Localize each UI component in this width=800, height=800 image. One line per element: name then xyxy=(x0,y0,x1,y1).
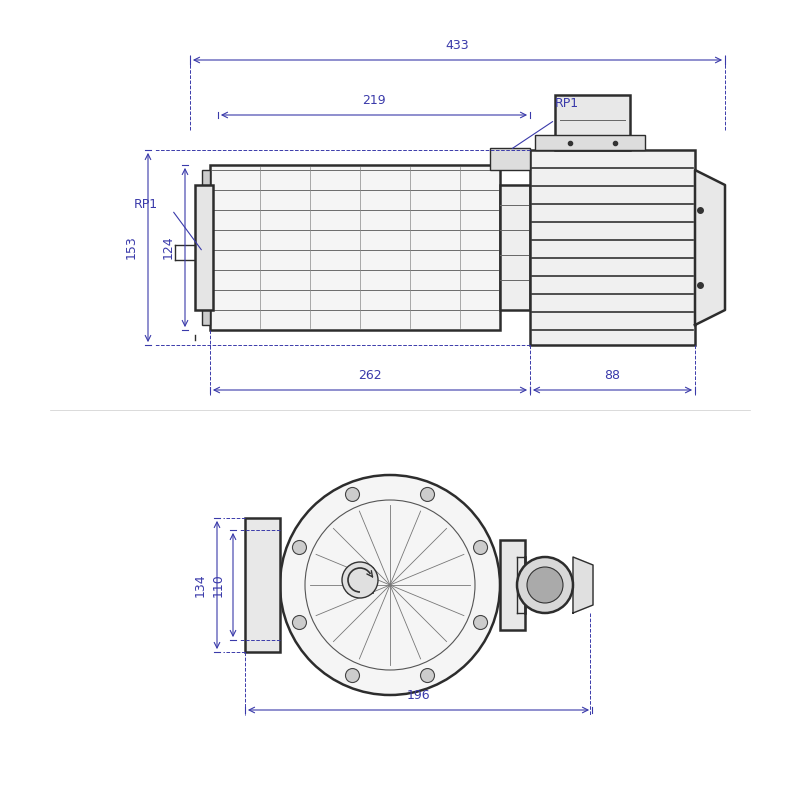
Bar xyxy=(245,518,280,652)
Circle shape xyxy=(517,557,573,613)
Circle shape xyxy=(474,615,487,630)
Circle shape xyxy=(293,615,306,630)
Bar xyxy=(202,307,210,325)
Circle shape xyxy=(474,541,487,554)
Circle shape xyxy=(293,541,306,554)
Circle shape xyxy=(280,475,500,695)
Circle shape xyxy=(421,487,434,502)
Bar xyxy=(490,148,530,170)
Text: 124: 124 xyxy=(162,236,175,259)
Circle shape xyxy=(346,487,359,502)
Text: 219: 219 xyxy=(362,94,386,107)
Text: 433: 433 xyxy=(446,39,470,52)
Bar xyxy=(530,150,695,345)
Text: RP1: RP1 xyxy=(555,97,579,110)
Bar xyxy=(202,170,210,188)
Bar xyxy=(555,95,630,150)
Bar xyxy=(348,568,373,593)
Text: 88: 88 xyxy=(605,369,621,382)
Text: 153: 153 xyxy=(125,236,138,259)
Text: 262: 262 xyxy=(358,369,382,382)
Text: 196: 196 xyxy=(406,689,430,702)
Bar xyxy=(500,185,530,310)
Bar xyxy=(535,135,645,150)
Bar xyxy=(205,240,217,270)
Circle shape xyxy=(342,562,378,598)
Circle shape xyxy=(527,567,563,603)
Polygon shape xyxy=(695,170,725,325)
Polygon shape xyxy=(573,557,593,613)
Bar xyxy=(500,540,525,630)
Bar xyxy=(210,165,500,330)
Text: RP1: RP1 xyxy=(134,198,158,211)
Circle shape xyxy=(421,669,434,682)
Text: 134: 134 xyxy=(194,573,207,597)
Bar xyxy=(195,185,213,310)
Text: 110: 110 xyxy=(212,573,225,597)
Circle shape xyxy=(346,669,359,682)
